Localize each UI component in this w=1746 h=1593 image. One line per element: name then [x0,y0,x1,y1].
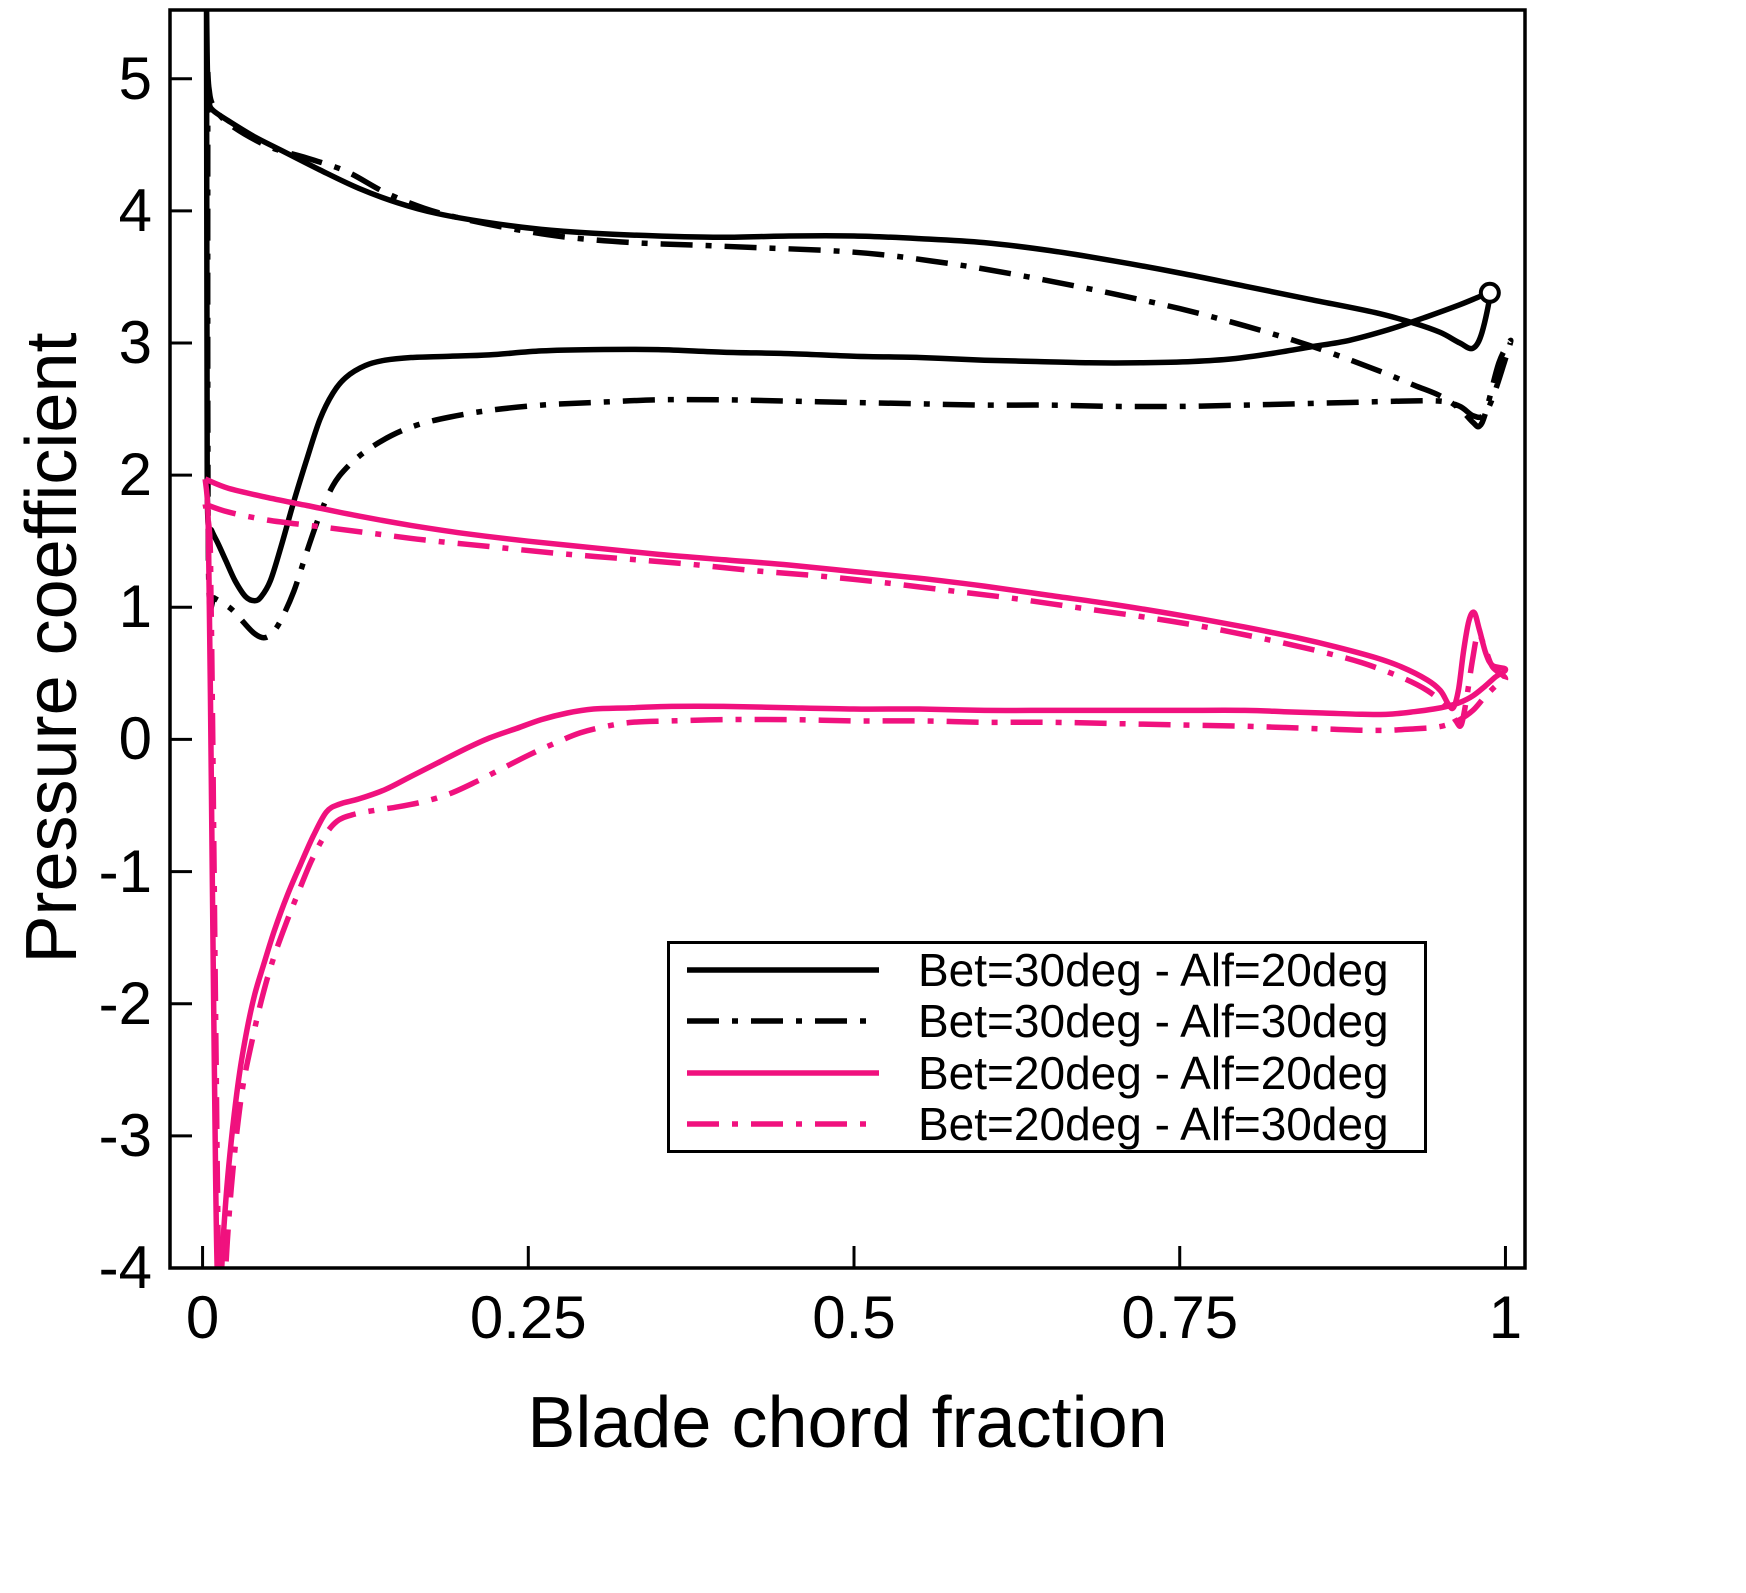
y-tick-label: 1 [118,573,152,641]
legend-line-sample [687,1069,879,1076]
y-tick-label: 3 [118,309,152,376]
y-tick-label: 5 [118,44,152,112]
legend-line-sample [687,967,879,973]
legend-label: Bet=20deg - Alf=20deg [918,1046,1389,1099]
y-tick-label: -4 [98,1234,152,1301]
x-tick-label: 0 [185,1284,220,1351]
x-axis-title: Blade chord fraction [527,1383,1168,1463]
legend-item: Bet=30deg - Alf=30deg [670,996,1424,1046]
legend-line-sample [687,1018,879,1025]
axis-box [168,8,1527,1270]
legend: Bet=30deg - Alf=20deg Bet=30deg - Alf=30… [667,941,1427,1153]
x-tick-label: 1 [1488,1284,1523,1351]
legend-label: Bet=30deg - Alf=20deg [918,944,1389,997]
series-curve-1 [204,71,1514,641]
y-tick-label: -2 [98,969,152,1037]
curves-layer [202,10,1514,1268]
y-tick-label: 2 [118,441,152,509]
series-curve-0 [203,10,1493,604]
legend-item: Bet=20deg - Alf=20deg [670,1048,1424,1098]
legend-label: Bet=30deg - Alf=30deg [918,995,1389,1048]
legend-item: Bet=20deg - Alf=30deg [670,1099,1424,1149]
y-tick-label: -3 [98,1101,152,1169]
tick-marks [170,77,1507,1270]
x-tick-label: 0.5 [812,1284,896,1351]
x-tick-label: 0.75 [1121,1284,1239,1351]
trailing-edge-marker [1478,281,1501,304]
series-curve-3 [202,501,1509,1268]
x-tick-label: 0.25 [469,1284,587,1351]
legend-label: Bet=20deg - Alf=30deg [918,1097,1389,1150]
legend-line-sample [687,1121,879,1127]
y-tick-label: 4 [118,176,152,244]
y-tick-label: 0 [118,705,152,773]
series-curve-2 [202,476,1509,1268]
legend-item: Bet=30deg - Alf=20deg [670,945,1424,995]
y-tick-label: -1 [98,837,152,905]
